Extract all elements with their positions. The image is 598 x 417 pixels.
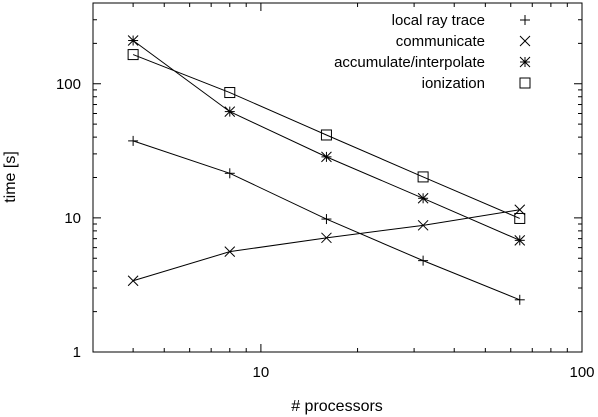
data-point-accumulate-interpolate [417,192,429,204]
legend: local ray trace communicate accumulate/int… [334,12,531,92]
legend-label-accumulate-interpolate: accumulate/interpolate [334,54,485,71]
data-point-communicate [224,246,236,258]
data-point-local-ray-trace [224,168,235,179]
series-line-ionization [132,54,520,219]
y-axis-label: time [s] [2,151,19,203]
legend-label-communicate: communicate [396,33,485,50]
data-point-local-ray-trace [128,135,139,146]
data-point-communicate [127,275,139,287]
legend-marker-local-ray-trace [520,15,530,25]
legend-label-ionization: ionization [422,75,485,92]
data-point-accumulate-interpolate [514,234,526,246]
legend-marker-communicate [519,35,531,47]
data-point-accumulate-interpolate [321,151,332,163]
x-tick-label: 100 [569,364,594,381]
x-axis-label: # processors [291,398,383,415]
data-point-accumulate-interpolate [224,106,236,117]
tick-labels: 10 100 1 10 100 [56,76,595,381]
data-point-local-ray-trace [321,214,332,225]
data-point-ionization [127,49,139,61]
data-point-accumulate-interpolate [127,35,139,46]
plot-area [92,2,583,353]
data-point-local-ray-trace [418,255,429,266]
axis-ticks [92,2,583,353]
data-point-ionization [320,129,332,141]
legend-marker-ionization [519,77,531,89]
data-point-local-ray-trace [514,294,525,305]
data-point-ionization [224,87,236,99]
y-tick-label: 1 [73,344,81,361]
series-markers [127,35,526,305]
data-point-ionization [514,212,526,224]
data-point-communicate [417,219,429,231]
legend-label-local-ray-trace: local ray trace [392,12,485,29]
data-point-communicate [321,232,332,244]
x-tick-label: 10 [253,364,270,381]
y-tick-label: 10 [64,210,81,227]
legend-marker-accumulate-interpolate [519,56,531,68]
y-tick-label: 100 [56,76,81,93]
data-point-ionization [417,171,429,183]
